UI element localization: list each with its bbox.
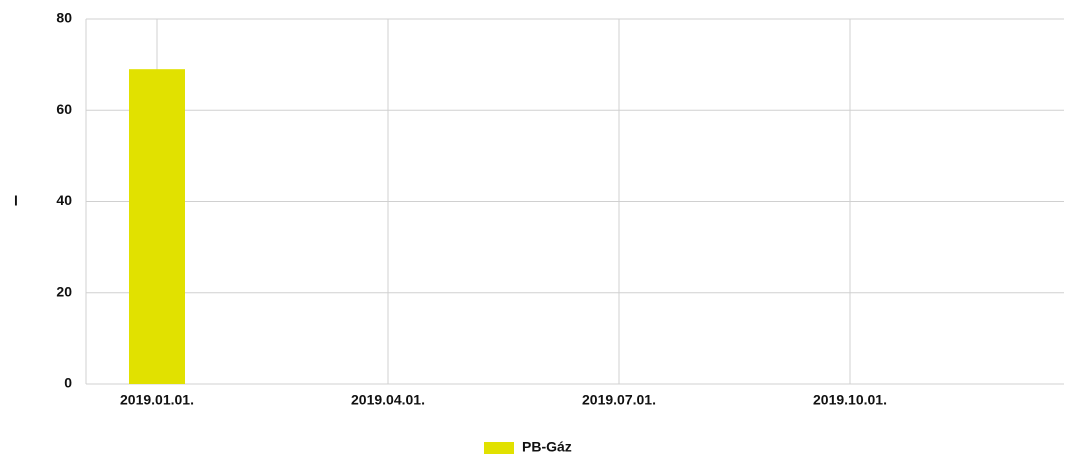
bar <box>129 69 185 384</box>
x-tick-label: 2019.10.01. <box>813 392 887 408</box>
y-tick-label: 40 <box>56 192 72 208</box>
x-tick-label: 2019.04.01. <box>351 392 425 408</box>
x-tick-label: 2019.01.01. <box>120 392 194 408</box>
x-tick-label: 2019.07.01. <box>582 392 656 408</box>
y-tick-label: 60 <box>56 101 72 117</box>
y-tick-label: 0 <box>64 375 72 391</box>
legend-label: PB-Gáz <box>522 439 572 454</box>
legend-swatch <box>484 442 514 454</box>
y-tick-label: 80 <box>56 10 72 26</box>
y-tick-label: 20 <box>56 283 72 299</box>
y-axis-label: l <box>14 193 18 209</box>
